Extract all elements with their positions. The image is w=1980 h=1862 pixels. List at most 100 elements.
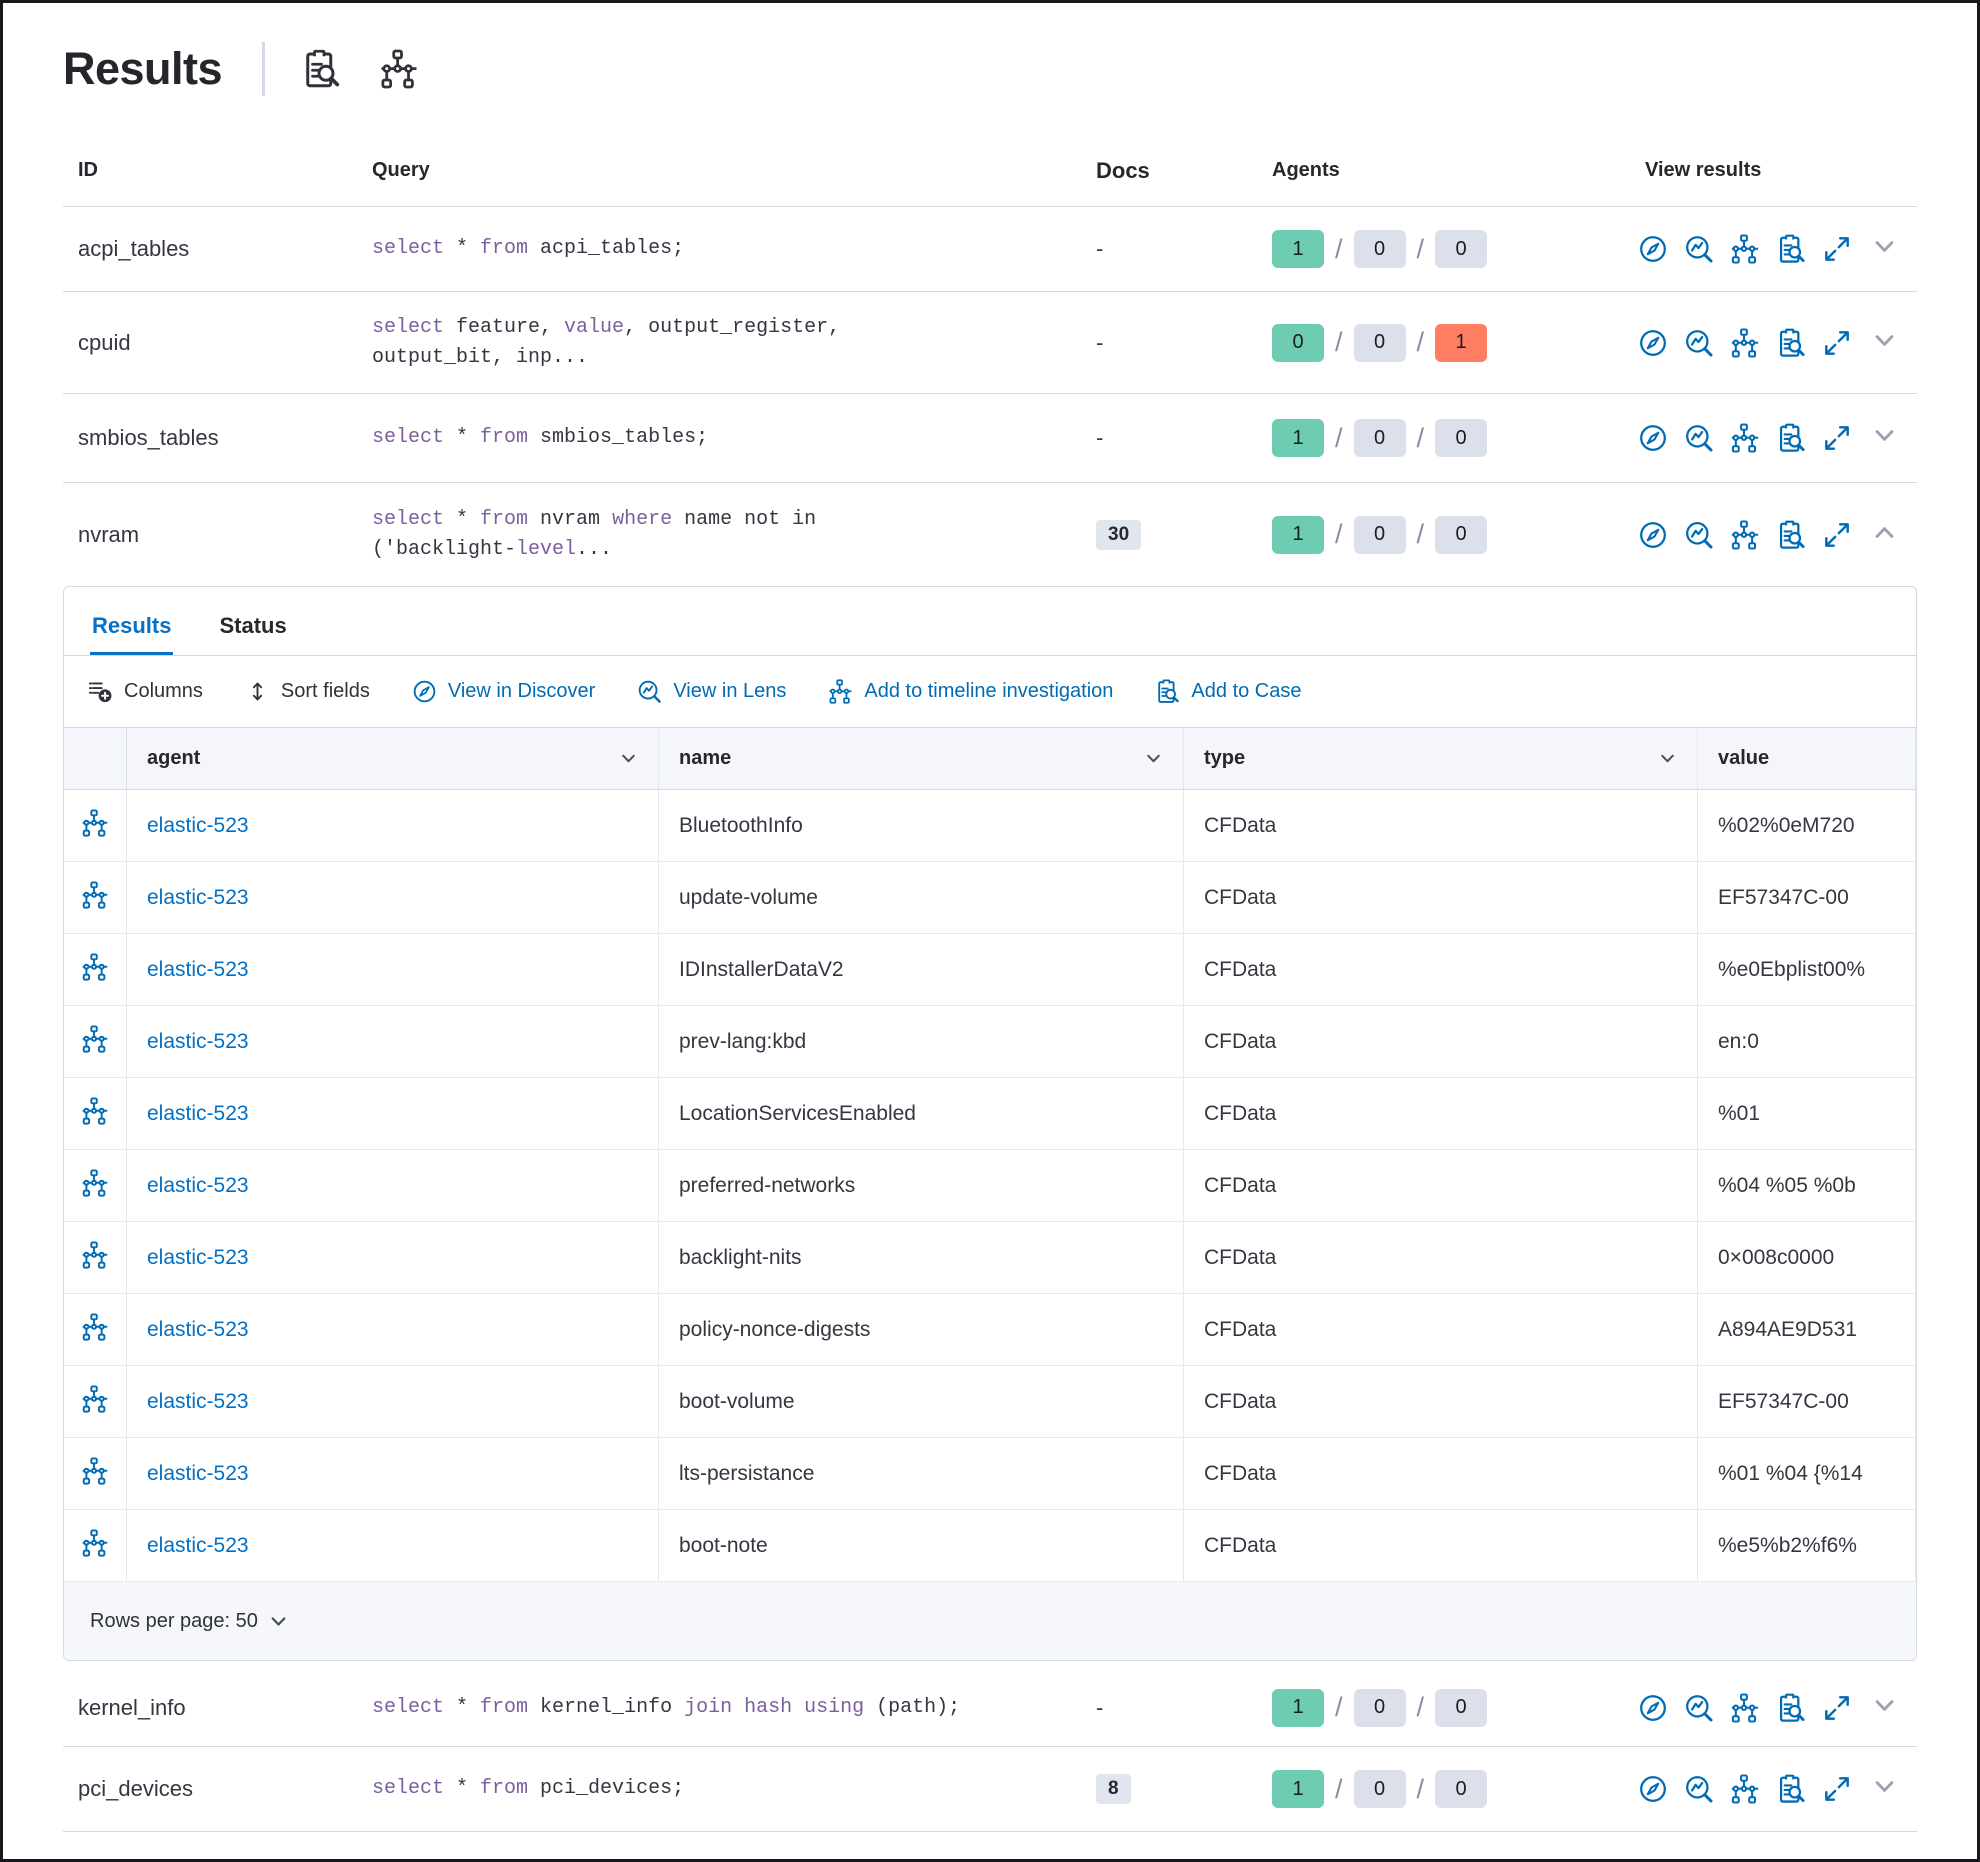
expand-icon[interactable] [1822,1693,1852,1723]
agent-link[interactable]: elastic-523 [147,1317,249,1341]
timeline-icon[interactable] [81,809,109,843]
grid-column-name[interactable]: name [659,728,1184,789]
lens-icon[interactable] [1684,234,1714,264]
expand-icon[interactable] [1822,234,1852,264]
case-icon[interactable] [1776,328,1806,358]
discover-icon[interactable] [1638,423,1668,453]
chevron-down-icon[interactable] [619,749,638,768]
grid-column-agent[interactable]: agent [127,728,659,789]
grid-toolbar: Columns Sort fields View in Discover Vie… [64,656,1916,728]
chevron-down-icon[interactable] [1868,327,1898,359]
timeline-icon[interactable] [379,49,419,89]
sort-fields-button[interactable]: Sort fields [245,679,370,704]
agent-link[interactable]: elastic-523 [147,1461,249,1485]
agent-link[interactable]: elastic-523 [147,1029,249,1053]
case-icon[interactable] [1776,234,1806,264]
agents-success-badge: 1 [1272,419,1324,457]
agent-link[interactable]: elastic-523 [147,957,249,981]
agent-link[interactable]: elastic-523 [147,1245,249,1269]
chevron-down-icon[interactable] [1868,422,1898,454]
badge-separator: / [1416,233,1425,264]
chevron-down-icon[interactable] [1658,749,1677,768]
timeline-icon[interactable] [1730,1774,1760,1804]
expand-icon[interactable] [1822,520,1852,550]
chevron-up-icon[interactable] [1868,519,1898,551]
timeline-icon[interactable] [1730,328,1760,358]
agent-link[interactable]: elastic-523 [147,1389,249,1413]
columns-button[interactable]: Columns [88,679,203,704]
agent-link[interactable]: elastic-523 [147,813,249,837]
discover-icon[interactable] [1638,1693,1668,1723]
table-row-cpuid: cpuid select feature, value, output_regi… [63,292,1917,394]
docs-count: - [1096,425,1104,450]
timeline-icon[interactable] [1730,520,1760,550]
agent-link[interactable]: elastic-523 [147,885,249,909]
discover-icon[interactable] [1638,328,1668,358]
query-sql: select feature, value, output_register, o… [372,315,841,369]
rows-per-page-button[interactable]: Rows per page: 50 [90,1610,289,1633]
agents-success-badge: 0 [1272,323,1324,362]
view-results-actions [1630,233,1917,265]
query-sql: select * from nvram where name not in ('b… [372,507,817,561]
agents-pending-badge: 0 [1353,419,1406,457]
grid-column-value[interactable]: value [1698,728,1916,789]
timeline-icon[interactable] [1730,234,1760,264]
timeline-icon[interactable] [81,1385,109,1419]
grid-column-type[interactable]: type [1184,728,1698,789]
discover-icon[interactable] [1638,234,1668,264]
timeline-icon[interactable] [1730,1693,1760,1723]
timeline-icon[interactable] [81,1169,109,1203]
timeline-icon[interactable] [81,1457,109,1491]
query-sql: select * from acpi_tables; [372,237,685,260]
agent-link[interactable]: elastic-523 [147,1101,249,1125]
badge-separator: / [1416,519,1425,549]
cell-value: EF57347C-00 [1698,862,1916,933]
timeline-icon[interactable] [81,1241,109,1275]
grid-row: elastic-523 LocationServicesEnabled CFDa… [64,1078,1916,1150]
add-to-timeline-button[interactable]: Add to timeline investigation [828,679,1113,704]
case-icon[interactable] [1776,423,1806,453]
case-icon[interactable] [1776,1774,1806,1804]
timeline-icon[interactable] [81,1313,109,1347]
chevron-down-icon[interactable] [1868,1773,1898,1805]
expand-icon[interactable] [1822,423,1852,453]
lens-icon[interactable] [1684,328,1714,358]
lens-icon[interactable] [1684,520,1714,550]
chevron-down-icon[interactable] [1144,749,1163,768]
discover-icon[interactable] [1638,520,1668,550]
column-header-docs: Docs [1096,157,1150,183]
view-in-lens-button[interactable]: View in Lens [637,679,786,704]
timeline-icon[interactable] [81,1025,109,1059]
timeline-icon[interactable] [1730,423,1760,453]
lens-icon[interactable] [1684,423,1714,453]
timeline-icon[interactable] [81,881,109,915]
query-id: smbios_tables [78,425,219,450]
view-results-actions [1630,1692,1917,1724]
case-icon[interactable] [1776,1693,1806,1723]
add-to-case-button[interactable]: Add to Case [1155,679,1302,704]
agent-link[interactable]: elastic-523 [147,1533,249,1557]
case-icon[interactable] [1776,520,1806,550]
expand-icon[interactable] [1822,1774,1852,1804]
timeline-icon[interactable] [81,1529,109,1563]
grid-row: elastic-523 boot-volume CFData EF57347C-… [64,1366,1916,1438]
lens-icon[interactable] [1684,1693,1714,1723]
timeline-icon[interactable] [81,1097,109,1131]
inspect-clipboard-icon[interactable] [301,49,341,89]
view-results-actions [1630,422,1917,454]
lens-icon[interactable] [1684,1774,1714,1804]
badge-separator: / [1335,327,1343,357]
agent-link[interactable]: elastic-523 [147,1173,249,1197]
badge-separator: / [1335,233,1343,264]
view-in-discover-button[interactable]: View in Discover [412,679,595,704]
chevron-down-icon[interactable] [1868,1692,1898,1724]
cell-name: boot-volume [659,1366,1184,1437]
chevron-down-icon[interactable] [1868,233,1898,265]
timeline-icon[interactable] [81,953,109,987]
title-divider [262,42,266,96]
tab-results[interactable]: Results [90,603,174,655]
discover-icon[interactable] [1638,1774,1668,1804]
expand-icon[interactable] [1822,328,1852,358]
tab-status[interactable]: Status [219,613,287,638]
